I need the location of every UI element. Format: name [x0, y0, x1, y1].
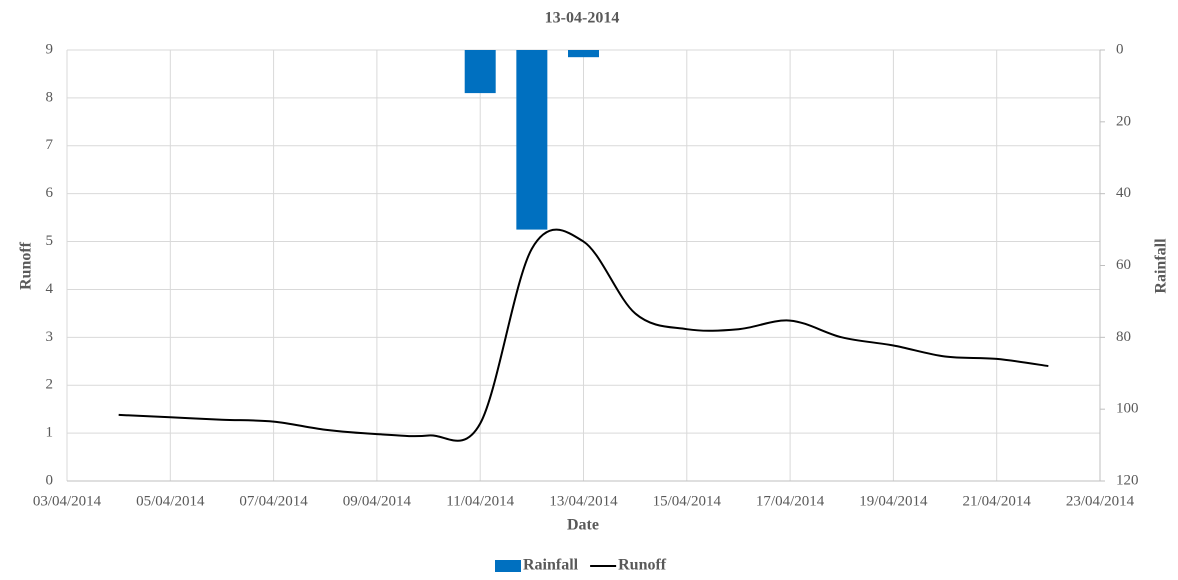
y-axis-label: Runoff	[18, 241, 35, 290]
y-tick-label: 1	[46, 425, 54, 441]
x-tick-label: 07/04/2014	[239, 493, 308, 509]
legend-swatch	[495, 560, 521, 572]
y2-tick-label: 60	[1116, 257, 1131, 273]
y-tick-label: 3	[46, 329, 54, 345]
x-tick-label: 09/04/2014	[343, 493, 412, 509]
x-tick-label: 23/04/2014	[1066, 493, 1135, 509]
y2-tick-label: 20	[1116, 113, 1131, 129]
y2-tick-label: 80	[1116, 329, 1131, 345]
x-tick-label: 15/04/2014	[653, 493, 722, 509]
line	[118, 228, 1049, 442]
y-tick-label: 9	[46, 41, 54, 57]
y2-tick-label: 0	[1116, 41, 1124, 57]
x-tick-label: 11/04/2014	[446, 493, 514, 509]
x-tick-label: 03/04/2014	[33, 493, 102, 509]
y-tick-label: 2	[46, 377, 54, 393]
legend-label: Runoff	[618, 557, 667, 574]
x-tick-label: 17/04/2014	[756, 493, 825, 509]
x-axis-label: Date	[567, 517, 599, 534]
y-tick-label: 7	[46, 137, 54, 153]
y-tick-label: 5	[46, 233, 54, 249]
bar	[516, 50, 548, 230]
y-tick-label: 6	[46, 185, 54, 201]
y2-tick-label: 100	[1116, 401, 1139, 417]
y-tick-label: 8	[46, 89, 54, 105]
y2-axis-label: Rainfall	[1153, 238, 1170, 294]
x-tick-label: 05/04/2014	[136, 493, 205, 509]
x-tick-label: 13/04/2014	[549, 493, 618, 509]
legend-label: Rainfall	[523, 557, 579, 574]
chart-title: 13-04-2014	[545, 10, 620, 27]
bar	[568, 50, 599, 58]
x-tick-label: 21/04/2014	[963, 493, 1032, 509]
x-tick-label: 19/04/2014	[859, 493, 928, 509]
y-tick-label: 4	[46, 281, 54, 297]
y-tick-label: 0	[46, 472, 54, 488]
bar	[464, 50, 496, 94]
y2-tick-label: 40	[1116, 185, 1131, 201]
y2-tick-label: 120	[1116, 472, 1139, 488]
